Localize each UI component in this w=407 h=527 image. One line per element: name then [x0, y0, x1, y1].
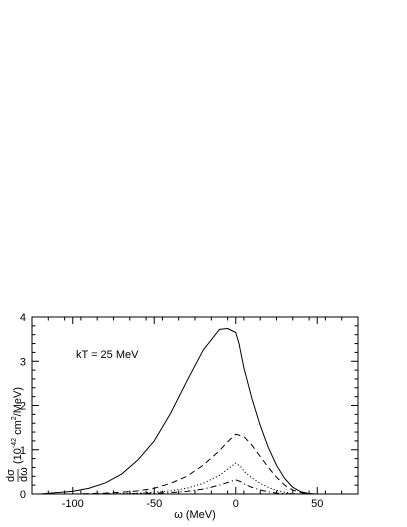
series-line-dashdot [105, 479, 293, 495]
x-tick-label: -100 [62, 498, 84, 510]
plot-frame [31, 316, 359, 495]
y-tick-label: 1 [20, 445, 26, 457]
x-tick-label: 0 [233, 498, 239, 510]
axis-ticks [31, 316, 359, 495]
x-axis-label: ω (MeV) [174, 509, 216, 521]
x-tick-label: 50 [311, 498, 323, 510]
tick-labels: -100 -50 0 50 0 1 2 3 4 [20, 312, 324, 510]
x-tick-label: -50 [146, 498, 162, 510]
series-line-dashed [72, 433, 310, 495]
y-tick-label: 4 [20, 312, 26, 324]
y-tick-label: 3 [20, 356, 26, 368]
series-layer [40, 328, 318, 495]
y-axis-label: dσ dω (10-42 cm2/MeV) [5, 387, 30, 482]
y-label-frac-num: dσ [5, 469, 17, 482]
y-tick-label: 0 [20, 489, 26, 501]
y-tick-label: 2 [20, 401, 26, 413]
series-line-solid [40, 328, 318, 495]
series-line-dotted [89, 462, 301, 495]
y-label-frac-den: dω [18, 467, 30, 482]
annotation-kt: kT = 25 MeV [76, 349, 139, 361]
y-label-units: (10-42 cm2/MeV) [11, 387, 24, 464]
